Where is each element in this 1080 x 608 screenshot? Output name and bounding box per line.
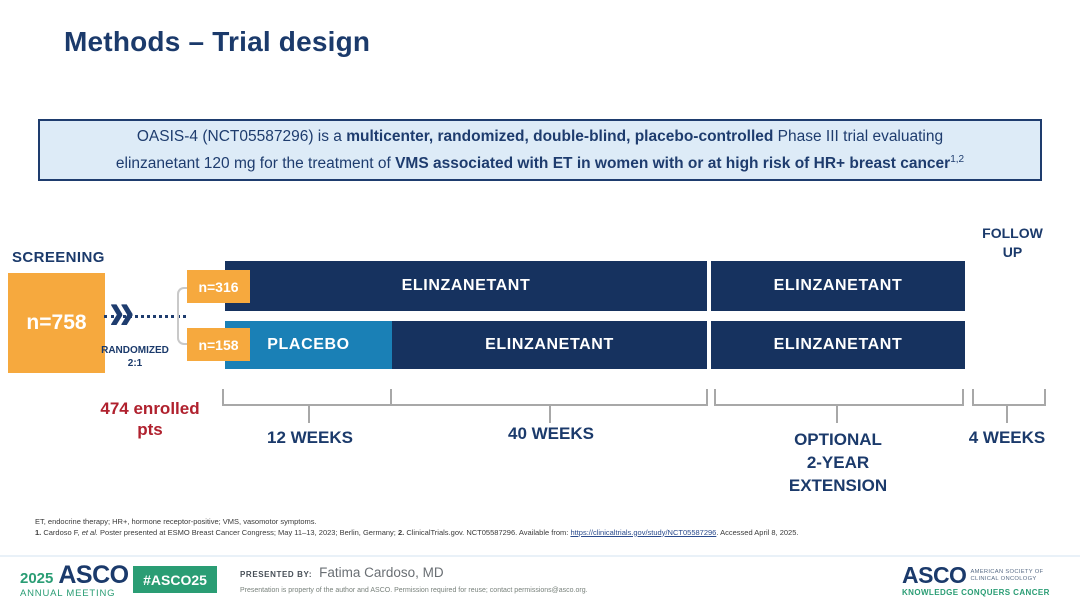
asco-logo-subtext: AMERICAN SOCIETY OF CLINICAL ONCOLOGY — [970, 569, 1043, 583]
clinicaltrials-link[interactable]: https://clinicaltrials.gov/study/NCT0558… — [570, 527, 717, 537]
arm2-extension-bar: ELINZANETANT — [711, 321, 965, 369]
screening-label: SCREENING — [12, 249, 105, 266]
arm2-n-box: n=158 — [187, 328, 250, 361]
footer-divider — [0, 555, 1080, 557]
reference-1-etal: et al. — [81, 527, 98, 537]
timeline-bracket-treatment — [222, 389, 708, 423]
screening-n-box: n=758 — [8, 273, 105, 373]
reference-2-text: . Accessed April 8, 2025. — [716, 527, 799, 537]
presented-by-label: PRESENTED BY: — [240, 570, 313, 579]
arm2-placebo-bar: PLACEBO — [225, 321, 392, 369]
bracket-tick — [706, 389, 708, 406]
extension-line2: 2-YEAR — [806, 453, 870, 472]
timeline-bracket-extension — [714, 389, 964, 423]
summary-bold-text: multicenter, randomized, double-blind, p… — [346, 127, 774, 145]
randomized-line2: 2:1 — [127, 358, 143, 369]
bracket-tick — [714, 389, 716, 406]
asco-society-line1: AMERICAN SOCIETY OF — [970, 568, 1044, 575]
timeline-label-4-weeks: 4 WEEKS — [968, 428, 1046, 447]
timeline-label-12-weeks: 12 WEEKS — [267, 428, 353, 447]
arm1-n-box: n=316 — [187, 270, 250, 303]
abbreviations-line: ET, endocrine therapy; HR+, hormone rece… — [35, 517, 317, 526]
followup-label: FOLLOW UP — [970, 224, 1055, 262]
dotted-connector-line — [104, 315, 186, 318]
asco-logo-row: ASCO AMERICAN SOCIETY OF CLINICAL ONCOLO… — [902, 562, 1064, 588]
footnotes: ET, endocrine therapy; HR+, hormone rece… — [35, 517, 1055, 538]
meeting-name: ANNUAL MEETING — [20, 588, 116, 599]
meeting-year: 2025 — [20, 570, 54, 587]
reference-1-text: Cardoso F, — [41, 527, 82, 537]
arm2-elinzanetant-bar: ELINZANETANT — [392, 321, 707, 369]
timeline-label-40-weeks: 40 WEEKS — [508, 424, 594, 443]
asco-annual-meeting-logo: 2025 ASCO ANNUAL MEETING — [20, 561, 129, 600]
followup-line2: UP — [1002, 244, 1023, 260]
bracket-tick — [222, 389, 224, 406]
meeting-org: ASCO — [58, 561, 129, 589]
reference-1-number: 1. — [35, 527, 42, 537]
bracket-tick — [962, 389, 964, 406]
reference-2-text: ClinicalTrials.gov. NCT05587296. Availab… — [404, 527, 571, 537]
enrolled-line1: 474 enrolled — [100, 399, 200, 418]
summary-bold-text: VMS associated with ET in women with or … — [395, 155, 951, 173]
enrolled-line2: pts — [137, 420, 163, 439]
arm1-elinzanetant-bar: ELINZANETANT — [225, 261, 707, 311]
reference-1-text: Poster presented at ESMO Breast Cancer C… — [97, 527, 398, 537]
bracket-tick — [390, 389, 392, 406]
bracket-tick — [1006, 406, 1008, 423]
summary-text: Phase III trial evaluating — [773, 127, 944, 145]
bracket-tick — [549, 406, 551, 423]
asco-meeting-logo-row: 2025 ASCO — [20, 561, 129, 589]
summary-text: OASIS-4 (NCT05587296) is a — [136, 127, 347, 145]
bracket-tick — [836, 406, 838, 423]
asco-tagline: KNOWLEDGE CONQUERS CANCER — [902, 588, 1050, 597]
reference-superscript: 1,2 — [950, 153, 965, 165]
asco-logo: ASCO AMERICAN SOCIETY OF CLINICAL ONCOLO… — [902, 562, 1064, 598]
summary-line-1: OASIS-4 (NCT05587296) is a multicenter, … — [40, 125, 1040, 148]
references-line: 1. Cardoso F, et al. Poster presented at… — [35, 528, 1055, 539]
bracket-tick — [1044, 389, 1046, 406]
trial-summary-box: OASIS-4 (NCT05587296) is a multicenter, … — [38, 119, 1042, 181]
randomized-line1: RANDOMIZED — [101, 345, 169, 356]
extension-line3: EXTENSION — [788, 476, 888, 495]
page-title: Methods – Trial design — [64, 26, 371, 57]
bracket-tick — [972, 389, 974, 406]
extension-line1: OPTIONAL — [794, 430, 882, 449]
summary-line-2: elinzanetant 120 mg for the treatment of… — [40, 148, 1040, 175]
randomized-label: RANDOMIZED 2:1 — [82, 344, 188, 370]
presenter-name: Fatima Cardoso, MD — [319, 565, 444, 580]
double-chevron-icon: » — [109, 280, 135, 340]
enrolled-count-label: 474 enrolled pts — [85, 398, 215, 440]
asco-logo-text: ASCO — [902, 562, 967, 588]
hashtag-badge: #ASCO25 — [133, 566, 217, 593]
arm-split-bracket — [177, 287, 187, 345]
asco-society-line2: CLINICAL ONCOLOGY — [970, 575, 1037, 582]
summary-text: elinzanetant 120 mg for the treatment of — [115, 155, 396, 173]
timeline-label-extension: OPTIONAL 2-YEAR EXTENSION — [758, 428, 918, 497]
presented-by-block: PRESENTED BY: Fatima Cardoso, MD — [240, 565, 444, 580]
bracket-tick — [308, 406, 310, 423]
followup-line1: FOLLOW — [982, 225, 1043, 241]
timeline-bracket-followup — [972, 389, 1046, 423]
reference-2-number: 2. — [397, 527, 405, 537]
arm1-extension-bar: ELINZANETANT — [711, 261, 965, 311]
permission-disclaimer: Presentation is property of the author a… — [240, 587, 588, 594]
